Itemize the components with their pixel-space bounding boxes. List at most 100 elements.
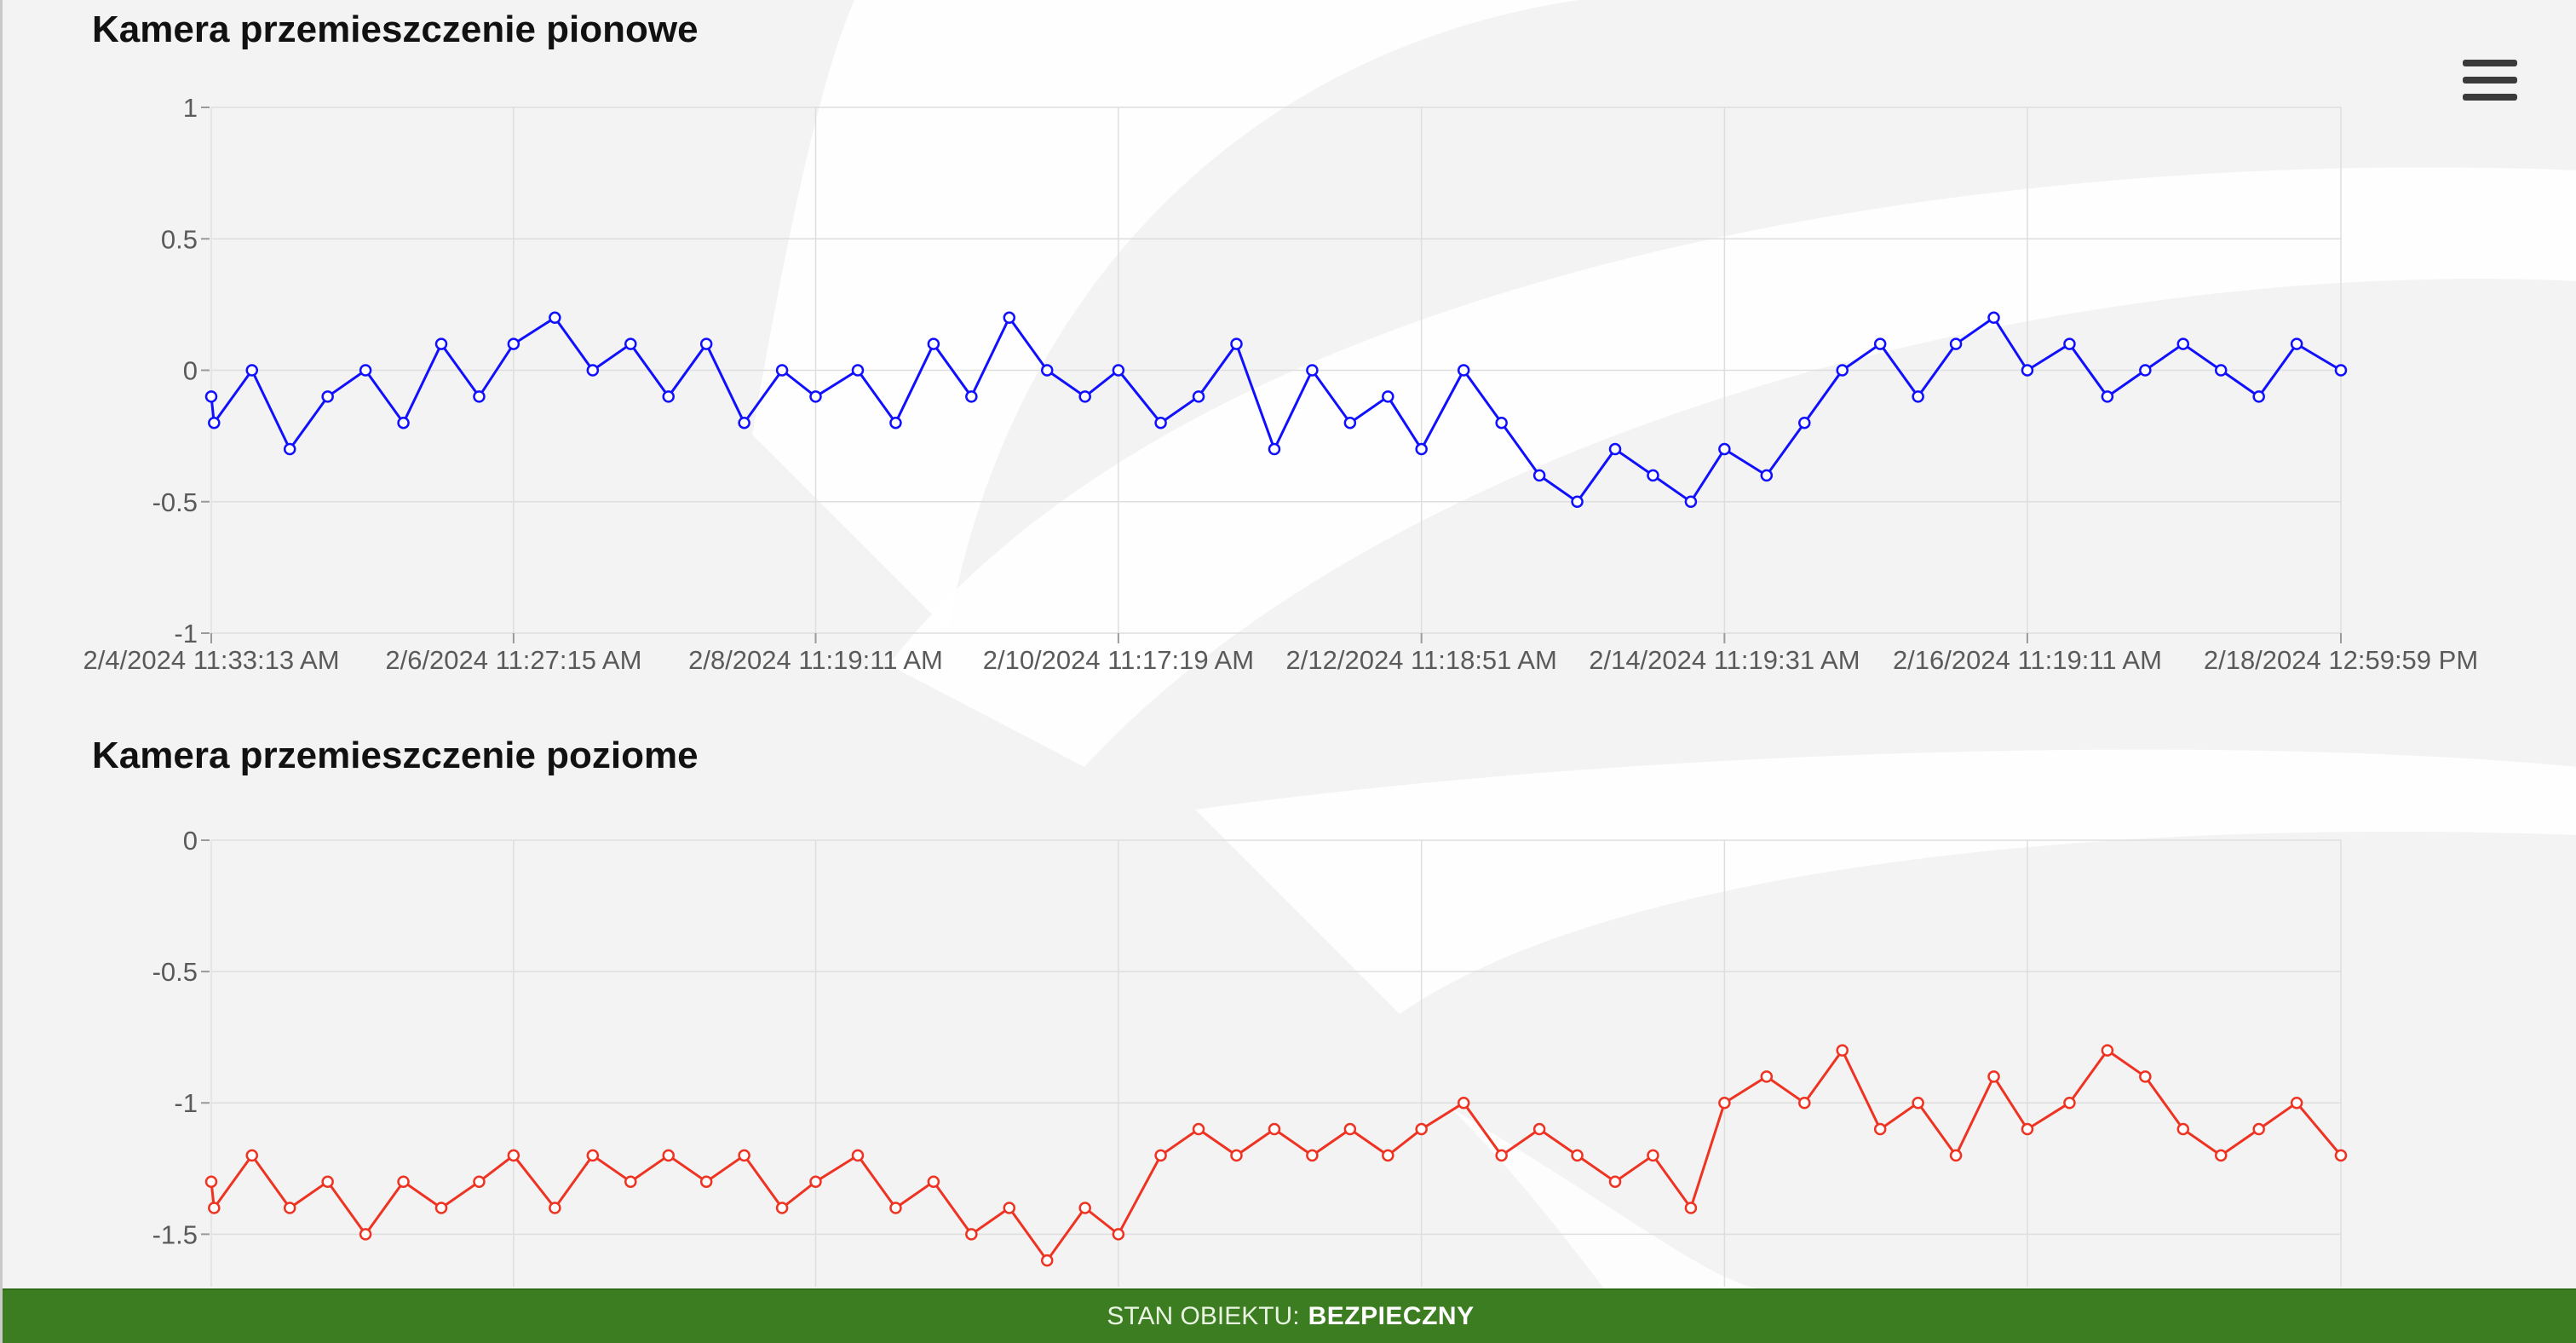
data-point — [1836, 364, 1849, 377]
data-point — [473, 1175, 486, 1188]
data-point — [1268, 1122, 1281, 1136]
series-line — [210, 1047, 2343, 1263]
x-tick-label: 2/16/2024 11:19:11 AM — [1893, 645, 2162, 675]
hamburger-menu-icon[interactable] — [2463, 60, 2517, 106]
data-point — [397, 1175, 410, 1188]
data-point — [1608, 1175, 1622, 1188]
data-point — [1495, 416, 1508, 429]
data-point — [1912, 1096, 1924, 1110]
data-point — [245, 364, 259, 377]
data-point — [1078, 390, 1091, 403]
data-point — [434, 337, 448, 350]
data-point — [208, 416, 221, 429]
data-point — [1040, 1254, 1054, 1267]
chart-title-horizontal: Kamera przemieszczenie poziome — [92, 735, 699, 776]
data-point — [1571, 495, 1584, 508]
data-point — [2176, 1122, 2190, 1136]
data-point — [1647, 1149, 1659, 1162]
x-tick-label: 2/14/2024 11:19:31 AM — [1589, 645, 1860, 675]
data-point — [1382, 390, 1394, 403]
data-point — [2176, 337, 2190, 350]
data-point — [321, 1175, 334, 1188]
y-tick-label: 0.5 — [161, 224, 198, 254]
data-point — [473, 390, 486, 403]
data-point — [1532, 1122, 1546, 1136]
x-tick-label: 2/10/2024 11:17:19 AM — [983, 645, 1254, 675]
y-tick-label: 0 — [183, 356, 198, 386]
data-point — [204, 390, 218, 403]
data-point — [1798, 1096, 1811, 1110]
data-point — [2139, 1070, 2152, 1083]
data-point — [1343, 416, 1357, 429]
data-point — [1306, 364, 1319, 377]
data-point — [1912, 390, 1924, 403]
data-point — [1192, 390, 1205, 403]
data-point — [1987, 1070, 2000, 1083]
x-tick-label: 2/12/2024 11:18:51 AM — [1286, 645, 1557, 675]
data-point — [1873, 337, 1887, 350]
data-point — [1306, 1149, 1319, 1162]
data-point — [1532, 469, 1546, 482]
x-tick-label: 2/6/2024 11:27:15 AM — [385, 645, 641, 675]
data-point — [208, 1202, 221, 1214]
background-watermark — [752, 0, 2576, 1288]
data-point — [624, 337, 637, 350]
data-point — [662, 1149, 675, 1162]
data-point — [434, 1202, 448, 1214]
x-tick-label: 2/8/2024 11:19:11 AM — [688, 645, 943, 675]
data-point — [775, 364, 789, 377]
data-point — [2290, 337, 2303, 350]
data-point — [549, 311, 561, 325]
data-point — [738, 1149, 750, 1162]
data-point — [965, 390, 978, 403]
data-point — [283, 442, 296, 456]
data-point — [1003, 1202, 1016, 1214]
data-point — [1836, 1044, 1849, 1057]
data-point — [927, 337, 940, 350]
y-tick-label: -1 — [174, 1088, 198, 1118]
data-point — [624, 1175, 637, 1188]
data-point — [851, 364, 865, 377]
x-tick-label: 2/4/2024 11:33:13 AM — [83, 645, 339, 675]
data-point — [889, 1202, 902, 1214]
data-point — [359, 1228, 372, 1241]
data-point — [662, 390, 675, 403]
data-point — [1987, 311, 2000, 325]
data-point — [2021, 1122, 2034, 1136]
data-point — [2214, 364, 2228, 377]
data-point — [1571, 1149, 1584, 1162]
data-point — [1040, 364, 1054, 377]
data-point — [851, 1149, 865, 1162]
series-line — [210, 314, 2342, 504]
data-point — [1647, 469, 1659, 482]
data-point — [204, 1175, 218, 1188]
data-point — [2063, 1096, 2076, 1110]
data-point — [1415, 1122, 1428, 1136]
data-point — [1760, 1070, 1774, 1083]
y-tick-label: -0.5 — [152, 487, 198, 517]
data-point — [1873, 1122, 1887, 1136]
status-value: BEZPIECZNY — [1308, 1302, 1475, 1330]
menu-bar-line — [2463, 94, 2517, 101]
data-point — [586, 364, 600, 377]
menu-bar-line — [2463, 77, 2517, 84]
data-point — [809, 1175, 822, 1188]
data-point — [2252, 1122, 2265, 1136]
data-point — [1154, 416, 1167, 429]
data-point — [1003, 311, 1016, 325]
data-point — [1684, 495, 1698, 508]
menu-bar-line — [2463, 60, 2517, 66]
data-point — [775, 1202, 789, 1214]
data-point — [245, 1149, 259, 1162]
data-point — [1382, 1149, 1394, 1162]
data-point — [2290, 1096, 2303, 1110]
data-point — [2101, 1044, 2114, 1057]
data-point — [1608, 442, 1622, 456]
data-point — [1949, 337, 1963, 350]
data-point — [507, 337, 520, 350]
data-point — [1192, 1122, 1205, 1136]
data-point — [2021, 364, 2034, 377]
object-status-bar: STAN OBIEKTU: BEZPIECZNY — [3, 1288, 2576, 1343]
data-point — [586, 1149, 600, 1162]
status-label: STAN OBIEKTU: — [1107, 1302, 1300, 1330]
